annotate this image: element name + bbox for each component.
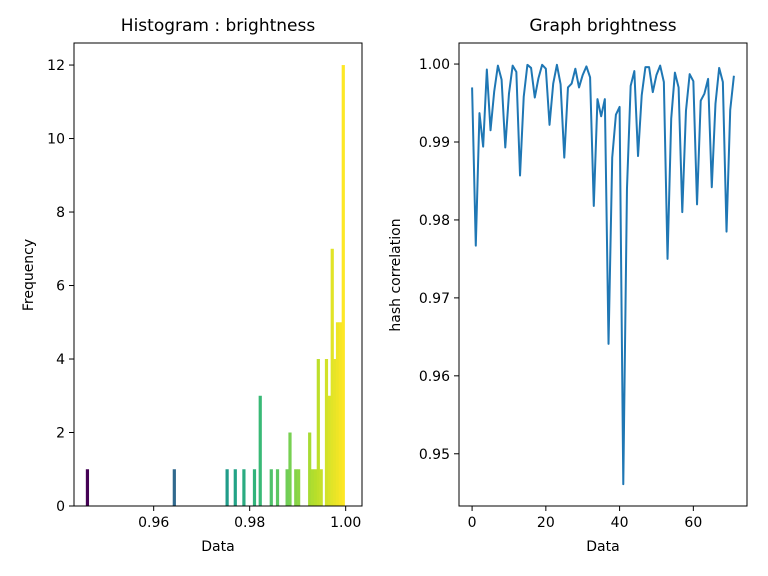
- histogram-y-tick-label: 0: [56, 499, 65, 515]
- histogram-bar: [288, 432, 292, 506]
- line-graph-x-tick-label: 20: [537, 515, 555, 531]
- histogram-y-tick-label: 4: [56, 352, 65, 368]
- histogram-bar: [269, 469, 273, 506]
- line-graph-y-axis-label: hash correlation: [388, 218, 404, 331]
- histogram-bar: [258, 395, 262, 506]
- histogram-bar: [242, 469, 246, 506]
- histogram-bar: [85, 469, 90, 506]
- histogram-y-tick-label: 2: [56, 426, 65, 442]
- histogram-bar: [252, 469, 257, 506]
- line-graph-y-tick-label: 0.97: [419, 291, 450, 307]
- line-graph-x-axis-label: Data: [586, 539, 619, 555]
- histogram-bar: [333, 359, 337, 506]
- line-graph-y-tick-label: 1.00: [419, 57, 450, 73]
- line-graph-panel: Graph brightness 0 20 40 60 0.950.960.970.9…: [388, 16, 748, 555]
- histogram-bar: [285, 469, 289, 506]
- line-graph-x-tick-label: 0: [468, 515, 477, 531]
- histogram-bar: [308, 432, 312, 506]
- histogram-bar: [172, 469, 176, 506]
- line-graph-y-tick-label: 0.99: [419, 135, 450, 151]
- line-graph-plot-frame: [458, 42, 748, 507]
- line-graph-y-tick-label: 0.98: [419, 213, 450, 229]
- histogram-bar: [341, 65, 345, 507]
- histogram-bar: [233, 469, 237, 506]
- histogram-y-axis-label: Frequency: [21, 239, 37, 311]
- histogram-bar: [225, 469, 229, 506]
- histogram-plot-frame: [73, 42, 363, 507]
- histogram-x-tick-label: 1.00: [330, 515, 361, 531]
- histogram-bar: [310, 469, 315, 506]
- line-graph-x-ticks: 0 20 40 60: [468, 506, 702, 531]
- histogram-x-tick-label: 0.98: [234, 515, 265, 531]
- histogram-bar: [324, 359, 329, 506]
- histogram-x-axis-label: Data: [201, 539, 234, 555]
- line-graph-series: [471, 63, 735, 486]
- line-graph-y-tick-label: 0.96: [419, 369, 450, 385]
- histogram-panel: Histogram : brightness 0.96 0.98 1.00 0 2 4 6…: [21, 16, 363, 555]
- histogram-bar: [330, 248, 334, 506]
- histogram-x-ticks: 0.96 0.98 1.00: [138, 506, 361, 531]
- histogram-bar: [313, 469, 318, 506]
- histogram-bars: [85, 65, 345, 507]
- histogram-y-tick-label: 10: [47, 132, 65, 148]
- histogram-bar: [294, 469, 298, 506]
- histogram-y-tick-label: 6: [56, 279, 65, 295]
- histogram-bar: [297, 469, 301, 506]
- line-graph-y-ticks: 0.95 0.96 0.97 0.98 0.99 1.00: [419, 57, 459, 463]
- histogram-bar: [327, 395, 331, 506]
- histogram-bar: [316, 359, 320, 506]
- line-graph-x-tick-label: 60: [684, 515, 702, 531]
- line-graph-title: Graph brightness: [529, 16, 676, 36]
- histogram-bar: [319, 469, 323, 506]
- line-graph-y-tick-label: 0.95: [419, 447, 450, 463]
- line-graph-x-tick-label: 40: [611, 515, 629, 531]
- histogram-bar: [275, 469, 280, 506]
- histogram-bar: [335, 322, 340, 506]
- histogram-y-tick-label: 12: [47, 58, 65, 74]
- histogram-bar: [338, 322, 342, 506]
- histogram-y-ticks: 0 2 4 6 8 10 12: [47, 58, 74, 515]
- histogram-title: Histogram : brightness: [121, 16, 316, 36]
- line-graph-series-line: [471, 63, 735, 486]
- histogram-x-tick-label: 0.96: [138, 515, 169, 531]
- histogram-y-tick-label: 8: [56, 205, 65, 221]
